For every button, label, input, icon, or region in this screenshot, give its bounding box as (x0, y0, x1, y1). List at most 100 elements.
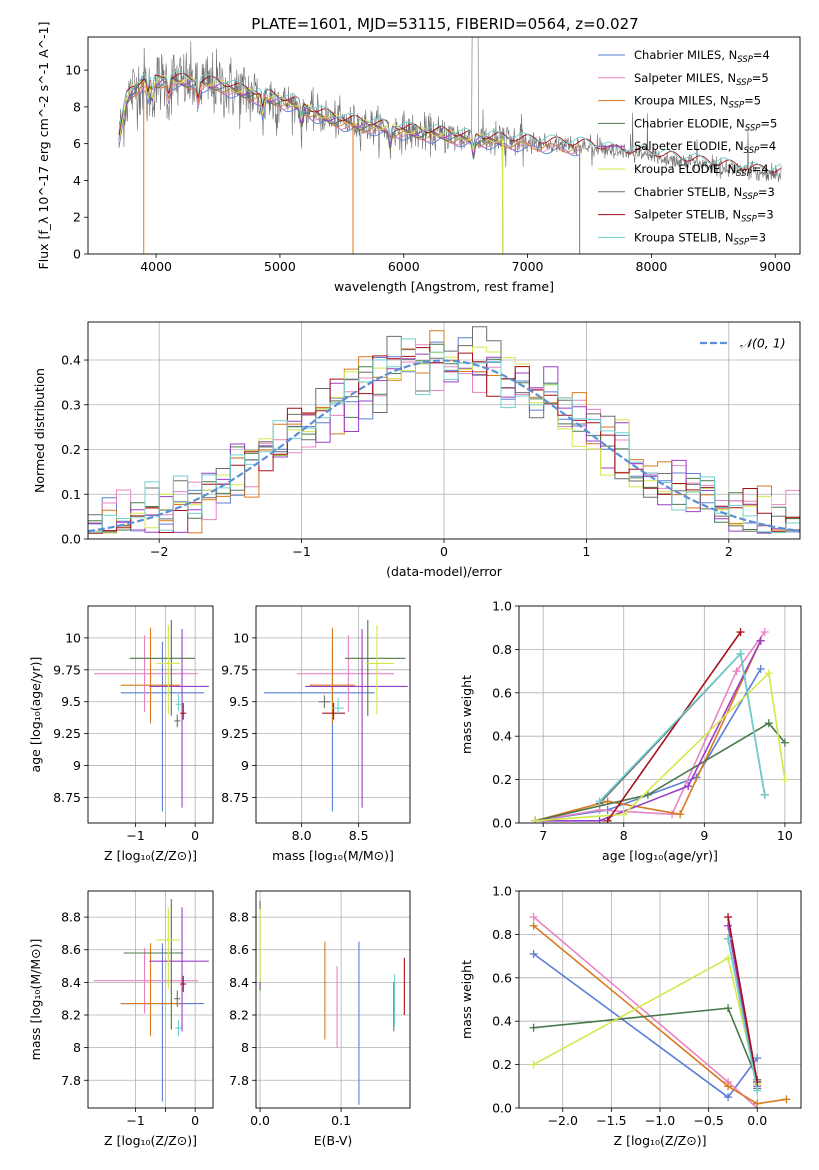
plot-area (88, 322, 800, 539)
y-ticks: 8.75 9 9.25 9.5 9.75 10 (53, 630, 88, 805)
legend-label-text: Chabrier MILES, N (634, 48, 737, 62)
y-tick-label: 4 (73, 173, 81, 188)
y-axis-label: mass [log₁₀(M/M⊙)] (28, 939, 43, 1061)
mass-weight-marker (619, 810, 628, 819)
x-tick-label: 1 (582, 544, 590, 559)
errorbar-point (180, 975, 187, 993)
mass-weight-marker (724, 1082, 733, 1091)
mass-weight-marker (756, 636, 765, 645)
plot-area (118, 37, 782, 254)
axes-frame (255, 605, 411, 824)
errorbar-point (175, 694, 182, 711)
errorbar-point (120, 943, 181, 1037)
y-tick-label: 7.8 (61, 1073, 81, 1088)
y-tick-label: 0.8 (492, 642, 512, 657)
legend-label: Chabrier STELIB, NSSP=3 (634, 185, 775, 202)
legend-label-suffix: =3 (757, 208, 774, 222)
y-tick-label: 10 (65, 630, 81, 645)
legend-label-sub: SSP (737, 55, 753, 65)
axes-frame (518, 605, 802, 824)
plot-area (519, 891, 801, 1108)
legend-label-sub: SSP (741, 215, 757, 225)
errorbar-point (322, 703, 345, 720)
errorbar-point (120, 641, 205, 812)
mass-weight-marker (595, 816, 604, 823)
y-tick-label: 8.8 (229, 910, 249, 925)
y-tick-label: 0.3 (61, 397, 81, 412)
mass-weight-marker (724, 1093, 733, 1102)
mass-weight-marker (760, 790, 769, 799)
legend-label: Kroupa MILES, NSSP=5 (634, 94, 761, 111)
x-tick-label: 0 (191, 1113, 199, 1128)
y-tick-label: 9.25 (221, 726, 249, 741)
errorbar-point (305, 628, 408, 808)
spectrum-model-line (118, 83, 581, 254)
spectrum-model-line (118, 81, 581, 254)
legend-label-sub: SSP (736, 78, 752, 88)
y-tick-label: 0.8 (492, 927, 512, 942)
legend-label-text: Chabrier ELODIE, N (634, 116, 745, 130)
mass-weight-marker (595, 797, 604, 806)
x-axis-label: Z [log₁₀(Z/Z⊙)] (104, 848, 197, 863)
x-tick-label: 6000 (388, 259, 420, 274)
x-tick-label: 0.0 (747, 1113, 767, 1128)
y-ticks: 0.0 0.2 0.4 0.6 0.8 1.0 (492, 599, 519, 831)
spectrum-data-line (118, 37, 782, 183)
y-axis-label: mass weight (459, 675, 474, 754)
x-tick-label: −2.0 (548, 1113, 578, 1128)
legend-label: Salpeter STELIB, NSSP=3 (634, 208, 774, 225)
legend-label-text: Salpeter ELODIE, N (634, 139, 744, 153)
x-axis-label: mass [log₁₀(M/M⊙)] (272, 848, 394, 863)
y-ticks: 0.0 0.1 0.2 0.3 0.4 (61, 353, 88, 547)
axes-frame (87, 321, 801, 540)
legend-label-text: Kroupa MILES, N (634, 94, 729, 108)
histogram-step (88, 338, 800, 533)
x-axis-label: Z [log₁₀(Z/Z⊙)] (104, 1133, 197, 1148)
mass-weight-marker (724, 954, 733, 963)
x-axis-label: age [log₁₀(age/yr)] (602, 848, 718, 863)
mass-weight-marker (531, 816, 540, 823)
x-tick-label: 8000 (636, 259, 668, 274)
mass-weight-marker (643, 790, 652, 799)
x-tick-label: 0.0 (250, 1113, 270, 1128)
y-tick-label: 7.8 (229, 1073, 249, 1088)
errorbar-point (129, 620, 196, 716)
y-tick-label: 9.5 (229, 694, 249, 709)
x-tick-label: 0.1 (331, 1113, 351, 1128)
y-tick-label: 8.6 (61, 942, 81, 957)
panel-mass_vs_Z: −1 0 7.8 8 8.2 8.4 8.6 8.8 Z [log₁₀(Z/Z⊙)] mass [… (28, 890, 214, 1148)
mass-weight-marker (603, 816, 612, 823)
mass-weight-line (727, 938, 758, 1091)
mass-weight-marker (736, 628, 745, 637)
x-tick-label: 8.0 (292, 828, 312, 843)
mass-weight-line (727, 916, 758, 1083)
x-tick-label: 4000 (140, 259, 172, 274)
mass-weight-marker (529, 1060, 538, 1069)
spectrum-model-line (118, 79, 581, 254)
errorbar-point (309, 627, 356, 724)
mass-weight-marker (724, 913, 733, 922)
mass-weight-line (533, 916, 758, 1108)
x-tick-label: −1 (292, 544, 310, 559)
mass-weight-line (535, 640, 762, 822)
mass-weight-marker (529, 913, 538, 922)
legend-label-sub: SSP (745, 123, 761, 133)
x-tick-label: −1 (126, 1113, 144, 1128)
mass-weight-line (534, 722, 786, 822)
y-tick-label: 6 (73, 136, 81, 151)
legend-label-sub: SSP (734, 237, 750, 247)
y-ticks: 7.8 8 8.2 8.4 8.6 8.8 (61, 910, 88, 1088)
y-tick-label: 9.75 (221, 662, 249, 677)
mass-weight-marker (753, 1054, 762, 1063)
plot-area (88, 606, 213, 823)
y-axis-label: mass weight (459, 960, 474, 1039)
x-tick-label: −1.5 (596, 1113, 626, 1128)
spectrum-model-line (118, 70, 781, 172)
legend-label-text: Salpeter MILES, N (634, 71, 736, 85)
y-ticks: 8.75 9 9.25 9.5 9.75 10 (221, 630, 256, 805)
errorbar-point (318, 695, 331, 709)
errorbar-point (174, 990, 181, 1007)
mass-weight-marker (736, 649, 745, 658)
errorbar-point (123, 899, 184, 1030)
